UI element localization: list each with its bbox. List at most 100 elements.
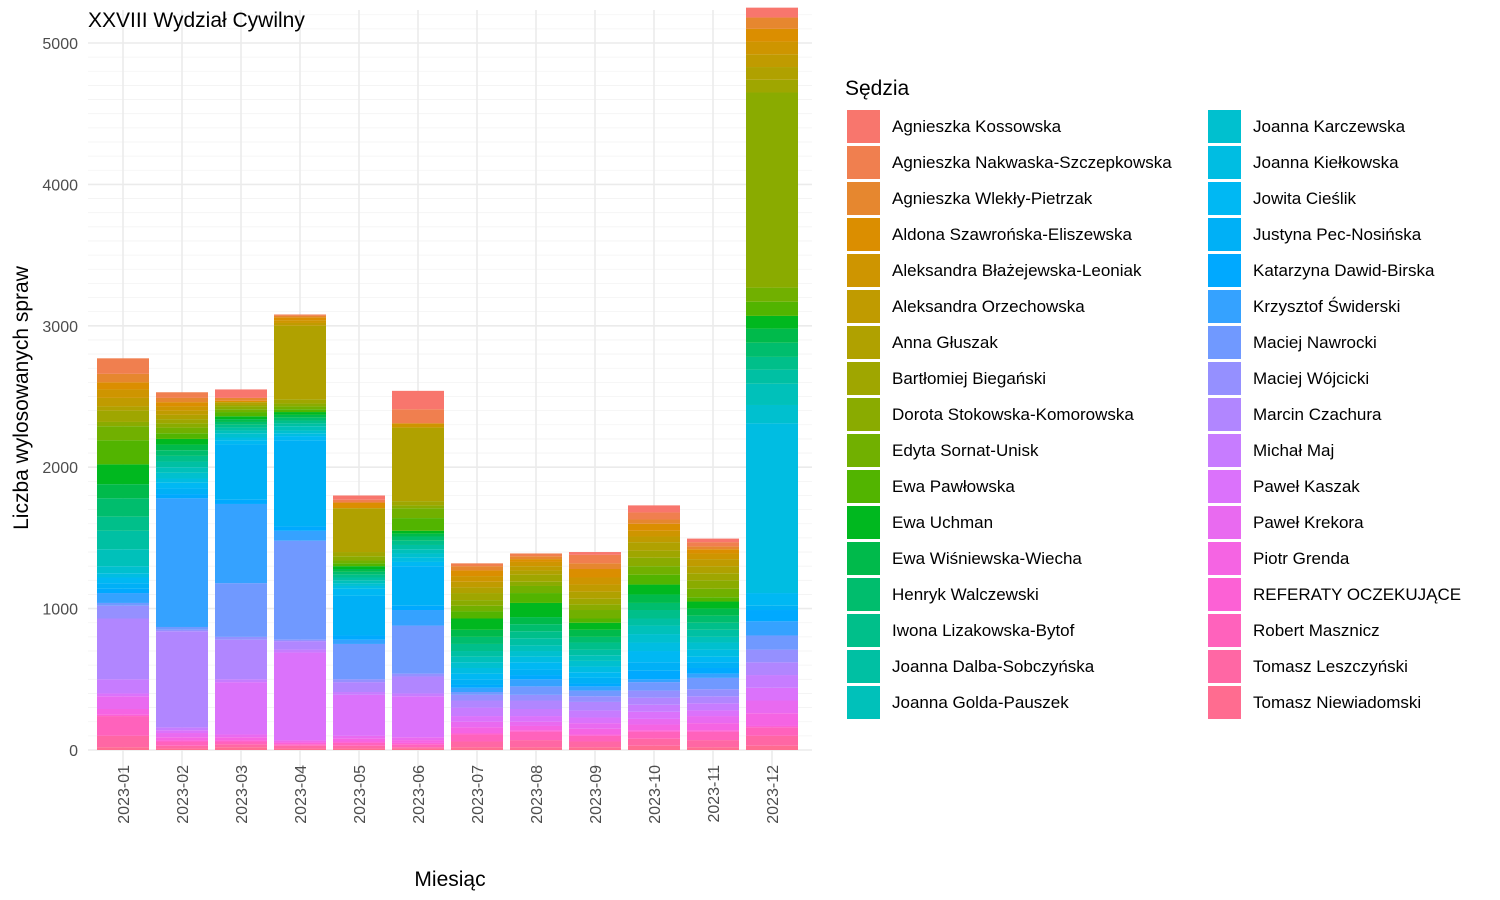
bar-segment	[746, 67, 798, 80]
bar-segment	[687, 573, 739, 581]
bar-segment	[451, 593, 503, 601]
bar-segment	[274, 745, 326, 749]
legend-swatch	[1208, 434, 1241, 467]
bar-segment	[510, 675, 562, 680]
legend-label: Dorota Stokowska-Komorowska	[892, 405, 1134, 424]
bar-segment	[97, 421, 149, 427]
bar-segment	[746, 287, 798, 302]
legend-label: Jowita Cieślik	[1253, 189, 1356, 208]
bar-segment	[510, 570, 562, 575]
bar-segment	[392, 748, 444, 750]
bar-segment	[333, 748, 385, 750]
legend-item: Piotr Grenda	[1208, 542, 1350, 575]
bar-segment	[156, 414, 208, 420]
x-tick-label: 2023-03	[234, 765, 251, 824]
bar-segment	[156, 455, 208, 462]
bar-segment	[687, 549, 739, 554]
legend-item: Aldona Szawrońska-Eliszewska	[847, 218, 1133, 251]
bar-segment	[156, 631, 208, 728]
legend-swatch	[847, 254, 880, 287]
bar-segment	[215, 406, 267, 410]
legend-label: Bartłomiej Biegański	[892, 369, 1046, 388]
legend-label: Henryk Walczewski	[892, 585, 1039, 604]
bar-segment	[392, 566, 444, 606]
legend-swatch	[1208, 182, 1241, 215]
legend-item: Ewa Wiśniewska-Wiecha	[847, 542, 1082, 575]
bar-segment	[392, 625, 444, 674]
bar-segment	[687, 601, 739, 609]
bar-segment	[746, 649, 798, 663]
bar-segment	[97, 549, 149, 567]
bar-segment	[392, 530, 444, 534]
bar-segment	[510, 721, 562, 726]
bar-segment	[451, 651, 503, 657]
bar-segment	[333, 583, 385, 586]
bar-segment	[451, 673, 503, 680]
bar-segment	[628, 557, 680, 567]
bar-segment	[97, 389, 149, 398]
legend-label: Robert Masznicz	[1253, 621, 1380, 640]
bar-segment	[510, 638, 562, 646]
bar-segment	[215, 409, 267, 413]
legend-swatch	[1208, 506, 1241, 539]
bar-segment	[333, 745, 385, 749]
bar-segment	[451, 662, 503, 668]
bar-segment	[215, 744, 267, 748]
y-axis-title: Liczba wylosowanych spraw	[10, 265, 33, 530]
bar-segment	[569, 584, 621, 592]
legend-item: Katarzyna Dawid-Birska	[1208, 254, 1435, 287]
bar-segment	[274, 641, 326, 650]
legend-swatch	[847, 650, 880, 683]
bar-segment	[746, 17, 798, 29]
bar-segment	[156, 498, 208, 627]
bar-segment	[687, 629, 739, 637]
legend-swatch	[1208, 146, 1241, 179]
bar-segment	[569, 717, 621, 724]
legend-item: Justyna Pec-Nosińska	[1208, 218, 1422, 251]
bar-segment	[274, 314, 326, 316]
bar-segment	[333, 560, 385, 564]
bar-segment	[274, 652, 326, 741]
bar-segment	[628, 566, 680, 575]
legend-label: Ewa Uchman	[892, 513, 993, 532]
bar-segment	[569, 577, 621, 585]
bar-segment	[451, 747, 503, 750]
bar-segment	[746, 301, 798, 316]
legend-item: Paweł Krekora	[1208, 506, 1364, 539]
bar-segment	[569, 610, 621, 619]
bar-segment	[569, 747, 621, 750]
legend-swatch	[847, 578, 880, 611]
bar-segment	[746, 7, 798, 18]
legend-label: Anna Głuszak	[892, 333, 998, 352]
bar-segment	[97, 593, 149, 603]
bar-segment	[392, 553, 444, 558]
bar-segment	[451, 600, 503, 606]
bar-segment	[451, 611, 503, 619]
legend-item: Agnieszka Wlekły-Pietrzak	[847, 182, 1093, 215]
bar-segment	[687, 566, 739, 574]
bar-segment	[628, 512, 680, 520]
legend-label: Maciej Wójcicki	[1253, 369, 1369, 388]
legend-swatch	[847, 506, 880, 539]
bar-segment	[392, 740, 444, 743]
bar-segment	[687, 747, 739, 750]
bar-segment	[333, 563, 385, 567]
legend-swatch	[1208, 398, 1241, 431]
bar-segment	[569, 710, 621, 718]
bar-segment	[215, 437, 267, 441]
legend-label: Paweł Krekora	[1253, 513, 1364, 532]
legend-item: Maciej Wójcicki	[1208, 362, 1369, 395]
bar-segment	[333, 735, 385, 739]
bar-segment	[215, 747, 267, 750]
bar-segment	[687, 597, 739, 602]
bar-segment	[215, 503, 267, 584]
y-tick-label: 2000	[42, 460, 78, 477]
x-tick-label: 2023-01	[116, 765, 133, 824]
bar-segment	[687, 723, 739, 731]
bar-segment	[274, 742, 326, 745]
bar-segment	[510, 716, 562, 722]
bar-segment	[746, 700, 798, 714]
bar-segment	[333, 574, 385, 578]
bar-segment	[215, 430, 267, 434]
bar-segment	[451, 721, 503, 728]
